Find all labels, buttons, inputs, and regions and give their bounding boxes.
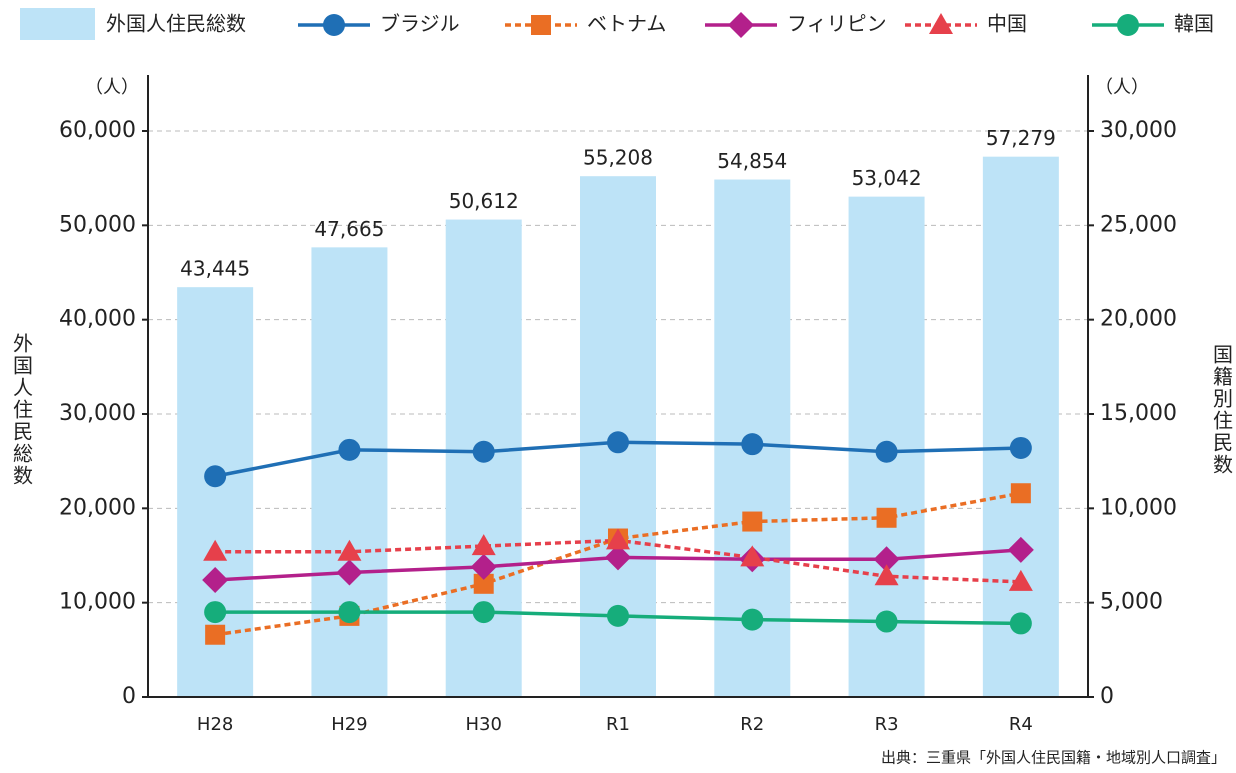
marker	[473, 573, 494, 594]
marker	[472, 601, 495, 624]
y-tick-label: 20,000	[59, 495, 136, 520]
marker	[1009, 436, 1032, 459]
bar-value-label: 47,665	[314, 217, 384, 241]
y-tick-label: 30,000	[59, 401, 136, 426]
y2-tick-label: 5,000	[1100, 590, 1163, 615]
legend-label: ベトナム	[587, 12, 666, 36]
marker	[606, 528, 630, 550]
legend-swatch	[20, 8, 95, 40]
bar-value-label: 50,612	[449, 189, 519, 213]
marker	[204, 601, 227, 624]
legend-marker	[531, 15, 551, 35]
marker	[742, 511, 763, 532]
y-tick-label: 60,000	[59, 118, 136, 143]
marker	[203, 539, 228, 561]
y2-axis-label: 国籍別住民数	[1210, 344, 1234, 476]
y-tick-label: 0	[122, 684, 136, 709]
y2-tick-label: 20,000	[1100, 307, 1177, 332]
marker	[205, 624, 226, 645]
y-tick-label: 40,000	[59, 307, 136, 332]
marker	[607, 431, 629, 454]
x-tick-label: R3	[875, 714, 899, 735]
legend-label: 韓国	[1174, 12, 1214, 36]
x-tick-label: H29	[331, 714, 367, 735]
y-axis-label: 外国人住民総数	[10, 333, 34, 487]
marker	[875, 440, 898, 463]
marker	[873, 546, 900, 573]
y2-unit: （人）	[1095, 77, 1149, 98]
legend-label: フィリピン	[787, 12, 887, 36]
marker	[204, 465, 227, 488]
y-tick-label: 10,000	[59, 590, 136, 615]
marker	[1007, 536, 1034, 563]
y2-tick-label: 30,000	[1100, 118, 1177, 143]
marker	[741, 608, 764, 631]
marker	[338, 601, 361, 624]
marker	[202, 567, 229, 594]
x-tick-label: H28	[197, 714, 233, 735]
marker	[607, 604, 629, 627]
bar-value-label: 57,279	[986, 126, 1056, 150]
y-unit: （人）	[85, 77, 139, 98]
source: 出典：三重県「外国人住民国籍・地域別人口調査」	[881, 749, 1226, 767]
marker	[605, 544, 631, 571]
bar	[311, 247, 388, 697]
marker	[1010, 483, 1031, 504]
marker	[1009, 612, 1032, 635]
y2-tick-label: 10,000	[1100, 495, 1177, 520]
x-tick-label: R2	[740, 714, 764, 735]
y2-tick-label: 15,000	[1100, 401, 1177, 426]
legend-marker	[728, 12, 754, 38]
legend-marker	[1117, 14, 1139, 36]
marker	[1008, 569, 1033, 591]
marker	[740, 545, 765, 567]
marker	[741, 433, 764, 456]
marker	[875, 610, 898, 633]
legend-marker	[323, 14, 345, 36]
bar-value-label: 53,042	[852, 166, 922, 190]
marker	[338, 438, 361, 461]
legend-label: ブラジル	[380, 12, 460, 36]
x-tick-label: R1	[606, 714, 630, 735]
marker	[471, 534, 496, 556]
marker	[876, 507, 897, 528]
marker	[336, 559, 363, 586]
legend-marker	[929, 13, 953, 34]
bar-value-label: 54,854	[717, 149, 787, 173]
x-tick-label: H30	[465, 714, 501, 735]
y-tick-label: 50,000	[59, 212, 136, 237]
bar-value-label: 43,445	[180, 257, 250, 281]
bar-value-label: 55,208	[583, 146, 653, 170]
legend-label: 中国	[987, 12, 1027, 36]
x-tick-label: R4	[1009, 714, 1033, 735]
y2-tick-label: 25,000	[1100, 212, 1177, 237]
legend-label: 外国人住民総数	[106, 12, 246, 36]
bar	[982, 156, 1059, 698]
marker	[470, 553, 497, 580]
marker	[337, 539, 362, 561]
marker	[472, 440, 495, 463]
marker	[874, 564, 899, 586]
y2-tick-label: 0	[1100, 684, 1114, 709]
